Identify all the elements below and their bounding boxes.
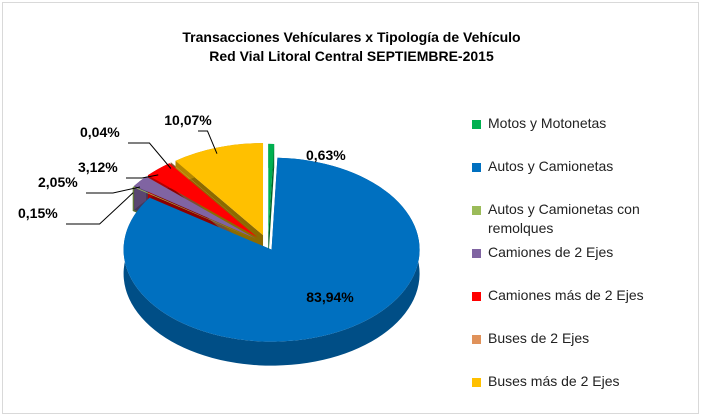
chart-title: Transacciones Vehículares x Tipología de… (182, 29, 521, 45)
legend-label: Buses de 2 Ejes (488, 330, 590, 346)
legend-label: Motos y Motonetas (488, 115, 607, 131)
legend-swatch (472, 249, 481, 258)
legend-item: Camiones de 2 Ejes (470, 241, 695, 284)
legend-label: Buses más de 2 Ejes (488, 373, 620, 389)
legend-swatch (472, 335, 481, 344)
lines (66, 130, 218, 225)
legend-item: Autos y Camionetas (470, 155, 695, 198)
chart-border (2, 2, 699, 414)
tops (123, 143, 420, 342)
labels: 0,63% 83,94% 0,15% 2,05%3,12% 0,04% 10,07% (18, 112, 354, 305)
legend-swatch (472, 163, 481, 172)
data-label: 0,04% (80, 124, 120, 140)
leader-line (198, 130, 218, 154)
data-label: 2,05% (38, 174, 78, 190)
slice-cut-face (268, 143, 275, 260)
leader-line (66, 192, 134, 225)
legend-item: Camiones más de 2 Ejes (470, 284, 695, 327)
data-label: 10,07% (164, 112, 212, 128)
data-label: 3,12% (78, 159, 118, 175)
legend-item: Buses de 2 Ejes (470, 327, 695, 370)
slice (123, 157, 420, 342)
legend-swatch (472, 120, 481, 129)
legend-label: Autos y Camionetas (488, 158, 614, 174)
legend-swatch (472, 378, 481, 387)
slice (268, 143, 275, 236)
legend: Motos y Motonetas Autos y Camionetas Autos… (470, 112, 695, 413)
slice (147, 163, 258, 238)
slice (134, 176, 256, 239)
slice-side (132, 186, 134, 212)
slice (175, 143, 264, 236)
legend-item: Buses más de 2 Ejes (470, 370, 695, 413)
legend-item: Autos y Camionetas con remolques (470, 198, 695, 241)
leader-line (126, 174, 159, 179)
leader-line (128, 142, 172, 169)
data-label: 83,94% (306, 289, 354, 305)
leader-line (86, 186, 141, 194)
legend-swatch (472, 292, 481, 301)
data-label: 0,63% (306, 147, 346, 163)
chart-title-block: Transacciones Vehículares x Tipología de… (0, 28, 703, 66)
legend-label: Autos y Camionetas con remolques (488, 201, 640, 236)
legend-item: Motos y Motonetas (470, 112, 695, 155)
slice (170, 162, 259, 237)
data-label: 0,15% (18, 205, 58, 221)
legend-label: Camiones de 2 Ejes (488, 244, 614, 260)
legend-label: Camiones más de 2 Ejes (488, 287, 644, 303)
legend-swatch (472, 206, 481, 215)
chart-subtitle: Red Vial Litoral Central SEPTIEMBRE-2015 (209, 48, 494, 64)
slice (132, 186, 255, 240)
